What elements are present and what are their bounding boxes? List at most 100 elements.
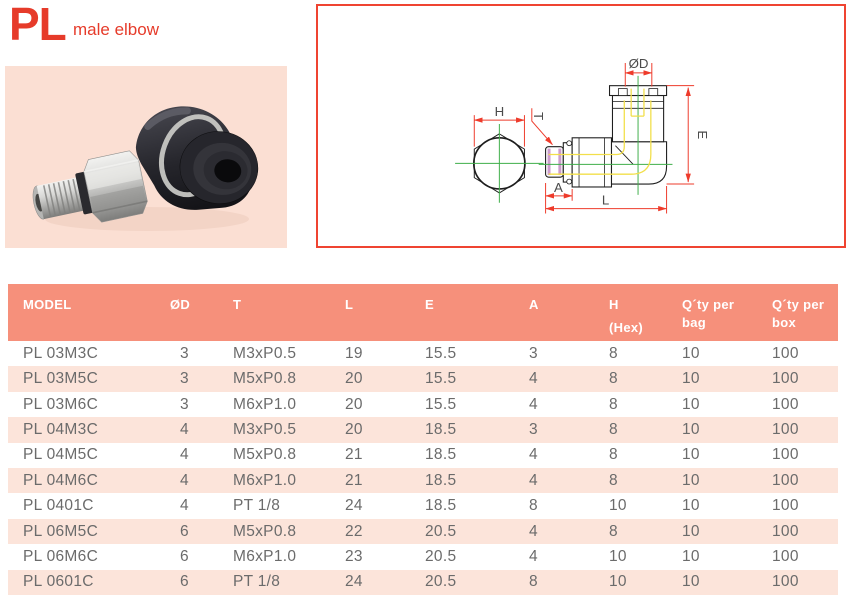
header-cell: H (Hex) xyxy=(609,297,644,335)
table-cell: 4 xyxy=(529,471,538,489)
table-cell: 6 xyxy=(180,522,189,540)
dim-label-e: E xyxy=(695,130,710,139)
page-subtitle: male elbow xyxy=(73,20,159,39)
table-cell: 3 xyxy=(180,344,189,362)
spec-table-body: PL 03M3C 3 M3xP0.5 19 15.5 3 8 10 100 PL 03M5C 3 M5… xyxy=(8,341,838,596)
table-row: PL 04M6C 4 M6xP1.0 21 18.5 4 8 10 100 xyxy=(8,468,838,494)
table-cell: 20 xyxy=(345,395,363,413)
table-cell: PL 06M5C xyxy=(23,522,99,540)
table-cell: 15.5 xyxy=(425,344,457,362)
table-cell: 24 xyxy=(345,497,363,515)
table-cell: M3xP0.5 xyxy=(233,344,297,362)
table-cell: 3 xyxy=(529,344,538,362)
table-cell: 4 xyxy=(529,547,538,565)
table-cell: 8 xyxy=(609,395,618,413)
header-cell: T xyxy=(233,297,242,312)
tech-diagram-art: H ØD E A L T xyxy=(455,56,710,214)
table-row: PL 03M5C 3 M5xP0.8 20 15.5 4 8 10 100 xyxy=(8,366,838,392)
table-cell: 10 xyxy=(682,395,700,413)
table-cell: M5xP0.8 xyxy=(233,370,297,388)
table-cell: PL 04M3C xyxy=(23,420,99,438)
dim-label-t: T xyxy=(531,112,546,120)
table-cell: 100 xyxy=(772,344,799,362)
table-cell: 4 xyxy=(180,471,189,489)
table-cell: 18.5 xyxy=(425,471,457,489)
table-cell: 6 xyxy=(180,547,189,565)
table-cell: 15.5 xyxy=(425,395,457,413)
table-cell: 100 xyxy=(772,446,799,464)
table-cell: 20.5 xyxy=(425,547,457,565)
table-row: PL 04M5C 4 M5xP0.8 21 18.5 4 8 10 100 xyxy=(8,442,838,469)
table-cell: 18.5 xyxy=(425,497,457,515)
dim-label-l: L xyxy=(602,193,609,208)
table-cell: M3xP0.5 xyxy=(233,420,297,438)
table-cell: 10 xyxy=(682,370,700,388)
table-cell: M6xP1.0 xyxy=(233,471,297,489)
table-cell: 10 xyxy=(682,522,700,540)
page-title: PL xyxy=(9,0,67,50)
table-cell: 20 xyxy=(345,370,363,388)
dim-label-od: ØD xyxy=(629,56,649,71)
table-cell: 10 xyxy=(609,573,627,591)
dim-label-a: A xyxy=(554,180,563,195)
table-cell: 10 xyxy=(682,573,700,591)
table-cell: 8 xyxy=(529,573,538,591)
table-row: PL 0601C 6 PT 1/8 24 20.5 8 10 10 100 xyxy=(8,569,838,596)
table-cell: PL 0401C xyxy=(23,497,94,515)
table-cell: 20.5 xyxy=(425,522,457,540)
table-cell: PT 1/8 xyxy=(233,497,281,515)
table-cell: 100 xyxy=(772,522,799,540)
table-cell: PT 1/8 xyxy=(233,573,281,591)
product-photo-art xyxy=(5,66,287,248)
table-cell: PL 04M6C xyxy=(23,471,99,489)
table-cell: 3 xyxy=(180,370,189,388)
table-cell: 24 xyxy=(345,573,363,591)
table-cell: 4 xyxy=(180,497,189,515)
table-cell: M6xP1.0 xyxy=(233,395,297,413)
table-cell: 4 xyxy=(529,522,538,540)
table-cell: 4 xyxy=(529,395,538,413)
header-cell: Q´ty per bag xyxy=(682,297,735,330)
table-cell: 19 xyxy=(345,344,363,362)
table-cell: 6 xyxy=(180,573,189,591)
table-cell: 18.5 xyxy=(425,420,457,438)
header-cell: Q´ty per box xyxy=(772,297,825,330)
table-cell: 10 xyxy=(682,446,700,464)
table-cell: 8 xyxy=(609,420,618,438)
header-cell: ØD xyxy=(170,297,191,312)
tech-diagram: H ØD E A L T xyxy=(316,4,846,248)
table-cell: 10 xyxy=(682,420,700,438)
table-cell: 21 xyxy=(345,446,363,464)
table-cell: PL 03M5C xyxy=(23,370,99,388)
table-cell: 100 xyxy=(772,370,799,388)
table-cell: 100 xyxy=(772,420,799,438)
table-cell: 8 xyxy=(529,497,538,515)
table-row: PL 0401C 4 PT 1/8 24 18.5 8 10 10 100 xyxy=(8,493,838,519)
dim-label-h: H xyxy=(495,104,505,119)
table-cell: 3 xyxy=(180,395,189,413)
header-cell: MODEL xyxy=(23,297,72,312)
table-cell: 20 xyxy=(345,420,363,438)
header-cell: A xyxy=(529,297,539,312)
table-cell: 15.5 xyxy=(425,370,457,388)
table-row: PL 06M5C 6 M5xP0.8 22 20.5 4 8 10 100 xyxy=(8,518,838,545)
table-cell: 10 xyxy=(682,344,700,362)
table-cell: 100 xyxy=(772,547,799,565)
table-cell: 10 xyxy=(609,547,627,565)
table-cell: 10 xyxy=(682,497,700,515)
table-cell: 8 xyxy=(609,446,618,464)
header-cell: L xyxy=(345,297,354,312)
table-cell: PL 03M6C xyxy=(23,395,99,413)
table-cell: PL 06M6C xyxy=(23,547,99,565)
table-cell: PL 04M5C xyxy=(23,446,99,464)
table-cell: 100 xyxy=(772,497,799,515)
table-cell: 8 xyxy=(609,471,618,489)
table-cell: 10 xyxy=(682,471,700,489)
table-row: PL 03M6C 3 M6xP1.0 20 15.5 4 8 10 100 xyxy=(8,391,838,418)
table-cell: PL 0601C xyxy=(23,573,94,591)
table-row: PL 06M6C 6 M6xP1.0 23 20.5 4 10 10 100 xyxy=(8,544,838,570)
table-cell: PL 03M3C xyxy=(23,344,99,362)
table-cell: 21 xyxy=(345,471,363,489)
table-row: PL 03M3C 3 M3xP0.5 19 15.5 3 8 10 100 xyxy=(8,341,838,367)
table-cell: 4 xyxy=(529,370,538,388)
